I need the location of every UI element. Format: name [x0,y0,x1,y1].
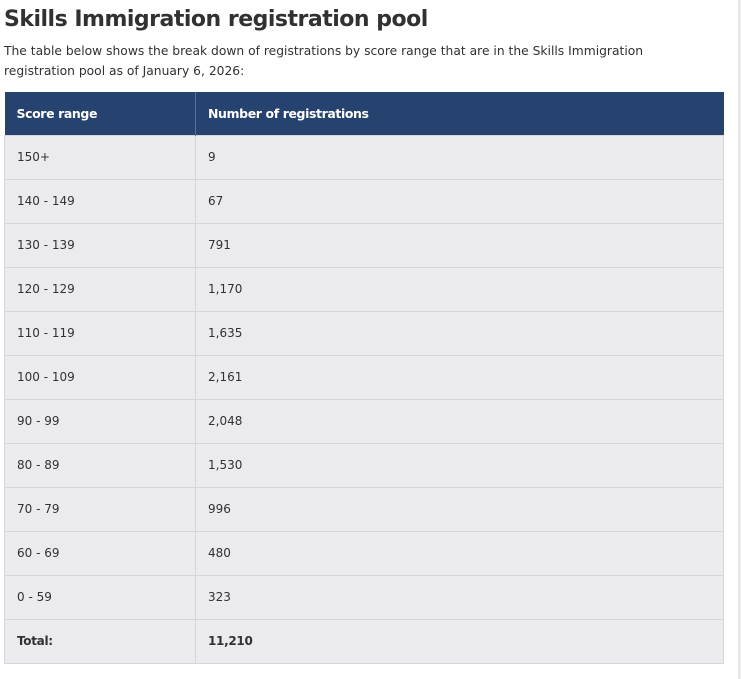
registrations-count-cell: 996 [195,486,724,531]
table-row: 80 - 89 1,530 [4,442,724,487]
table-row: 100 - 109 2,161 [4,354,724,399]
score-range-cell: 70 - 79 [4,486,196,531]
table-row: 70 - 79 996 [4,486,724,531]
total-row: Total: 11,210 [4,618,724,664]
table-row: 130 - 139 791 [4,222,724,267]
header-number-of-registrations: Number of registrations [195,92,724,135]
score-range-cell: 150+ [4,134,196,179]
score-range-cell: 0 - 59 [4,574,196,619]
table-row: 150+ 9 [4,134,724,179]
total-value: 11,210 [195,618,724,664]
registrations-count-cell: 791 [195,222,724,267]
table-header: Score range Number of registrations [4,92,724,135]
table-row: 120 - 129 1,170 [4,266,724,311]
page-title: Skills Immigration registration pool [4,7,428,32]
score-range-cell: 130 - 139 [4,222,196,267]
registrations-count-cell: 9 [195,134,724,179]
registrations-count-cell: 1,635 [195,310,724,355]
score-range-cell: 110 - 119 [4,310,196,355]
registrations-count-cell: 1,170 [195,266,724,311]
score-range-cell: 90 - 99 [4,398,196,443]
table-row: 60 - 69 480 [4,530,724,575]
registrations-count-cell: 1,530 [195,442,724,487]
header-row: Score range Number of registrations [4,92,724,135]
score-range-cell: 100 - 109 [4,354,196,399]
registrations-count-cell: 2,161 [195,354,724,399]
registrations-count-cell: 2,048 [195,398,724,443]
intro-paragraph: The table below shows the break down of … [4,44,644,78]
table-row: 140 - 149 67 [4,178,724,223]
score-range-cell: 60 - 69 [4,530,196,575]
registrations-count-cell: 67 [195,178,724,223]
table-row: 90 - 99 2,048 [4,398,724,443]
registrations-count-cell: 323 [195,574,724,619]
header-score-range: Score range [4,92,196,135]
table-body: 150+ 9 140 - 149 67 130 - 139 791 120 - 129 1,1… [4,134,724,664]
table-row: 0 - 59 323 [4,574,724,619]
scrollbar[interactable] [738,0,741,679]
total-label: Total: [4,618,196,664]
registrations-table: Score range Number of registrations 150+… [4,92,724,664]
registrations-count-cell: 480 [195,530,724,575]
score-range-cell: 80 - 89 [4,442,196,487]
score-range-cell: 120 - 129 [4,266,196,311]
score-range-cell: 140 - 149 [4,178,196,223]
table-row: 110 - 119 1,635 [4,310,724,355]
